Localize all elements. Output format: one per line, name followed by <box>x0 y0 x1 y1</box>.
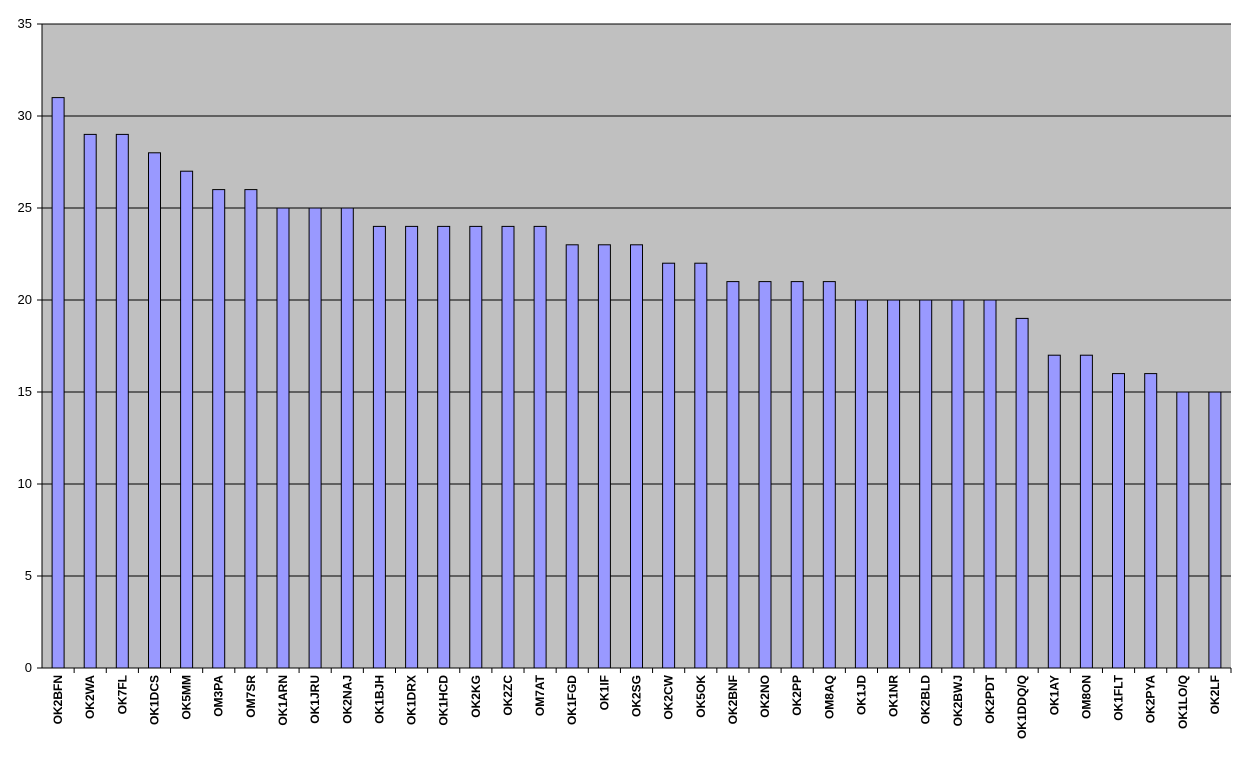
bar <box>83 133 97 669</box>
bar <box>1047 354 1061 669</box>
x-tick-label: OK2CW <box>662 674 676 719</box>
bar <box>501 225 515 669</box>
bar <box>212 189 226 669</box>
bar <box>1144 373 1158 669</box>
x-tick-label: OM7AT <box>533 674 547 716</box>
bar <box>983 299 997 669</box>
bar <box>437 225 451 669</box>
x-tick-label: OK2SG <box>630 675 644 717</box>
y-tick-label: 10 <box>18 476 32 491</box>
bar <box>726 281 740 669</box>
bar <box>630 244 643 669</box>
x-tick-label: OM3PA <box>212 675 226 717</box>
x-tick-label: OK2BLD <box>919 675 933 725</box>
x-tick-label: OK1HCD <box>437 675 451 726</box>
bar <box>340 207 354 669</box>
bar <box>1079 354 1093 669</box>
y-tick-label: 35 <box>18 16 32 31</box>
x-axis: OK2BFN OK2WA OK7FL OK1DCS OK5MM OM3PA OM7SR OK1… <box>42 667 1232 739</box>
x-tick-label: OK2NAJ <box>340 675 354 724</box>
x-tick-label: OK5OK <box>694 675 708 718</box>
x-tick-label: OK1DDQ/Q <box>1015 675 1029 739</box>
x-tick-label: OK1LO/Q <box>1176 675 1190 729</box>
x-tick-label: OK2WA <box>83 675 97 719</box>
x-tick-label: OK1DCS <box>147 675 161 725</box>
x-tick-label: OK2NO <box>758 675 772 718</box>
x-tick-label: OK1ARN <box>276 675 290 726</box>
x-tick-label: OK1NR <box>887 675 901 717</box>
bar <box>148 152 161 669</box>
x-tick-label: OK2ZC <box>501 675 515 716</box>
x-tick-label: OK2PP <box>790 675 804 716</box>
bar <box>533 225 547 669</box>
y-axis: 0 5 10 15 20 25 30 35 <box>18 16 43 675</box>
bar <box>854 299 868 669</box>
bars <box>51 97 1222 669</box>
bar <box>662 262 676 669</box>
x-tick-label: OK1DRX <box>405 675 419 725</box>
bar <box>308 207 322 669</box>
bar <box>1176 391 1190 669</box>
x-tick-label: OK1AY <box>1047 675 1061 715</box>
bar <box>1015 317 1029 669</box>
bar <box>790 281 804 669</box>
y-tick-label: 20 <box>18 292 32 307</box>
bar <box>565 244 579 669</box>
y-tick-label: 0 <box>25 660 32 675</box>
x-tick-label: OK2PDT <box>983 674 997 723</box>
y-tick-label: 30 <box>18 108 32 123</box>
bar <box>51 97 65 669</box>
x-tick-label: OK1JRU <box>308 675 322 724</box>
bar <box>405 225 419 669</box>
x-tick-label: OK2BWJ <box>951 675 965 726</box>
x-tick-label: OK2PYA <box>1144 675 1158 724</box>
x-tick-label: OK7FL <box>115 675 129 714</box>
x-tick-label: OM8AQ <box>822 675 836 719</box>
bar <box>115 133 129 669</box>
x-tick-label: OK2BNF <box>726 675 740 724</box>
bar <box>1208 391 1222 669</box>
bar <box>372 225 386 669</box>
bar <box>919 299 933 669</box>
x-tick-label: OK5MM <box>180 675 194 720</box>
bar <box>887 299 901 669</box>
x-tick-label: OM8ON <box>1079 675 1093 719</box>
bar <box>694 262 708 669</box>
x-tick-label: OK2BFN <box>51 675 65 724</box>
y-tick-label: 5 <box>25 568 32 583</box>
y-tick-label: 25 <box>18 200 32 215</box>
x-tick-label: OK2LF <box>1208 675 1222 714</box>
bar <box>180 170 194 669</box>
x-tick-label: OK2KG <box>469 675 483 718</box>
bar <box>469 225 483 669</box>
x-tick-label: OK1FLT <box>1112 674 1126 720</box>
bar <box>244 189 258 669</box>
bar <box>276 207 290 669</box>
bar <box>822 281 836 669</box>
x-tick-label: OK1IF <box>597 675 611 710</box>
bar <box>951 299 965 669</box>
x-tick-label: OK1BJH <box>372 675 386 724</box>
bar <box>758 281 772 669</box>
bar <box>597 244 611 669</box>
x-tick-label: OK1JD <box>854 675 868 715</box>
bar <box>1112 373 1125 669</box>
y-tick-label: 15 <box>18 384 32 399</box>
x-tick-label: OM7SR <box>244 675 258 718</box>
x-tick-label: OK1FGD <box>565 675 579 725</box>
